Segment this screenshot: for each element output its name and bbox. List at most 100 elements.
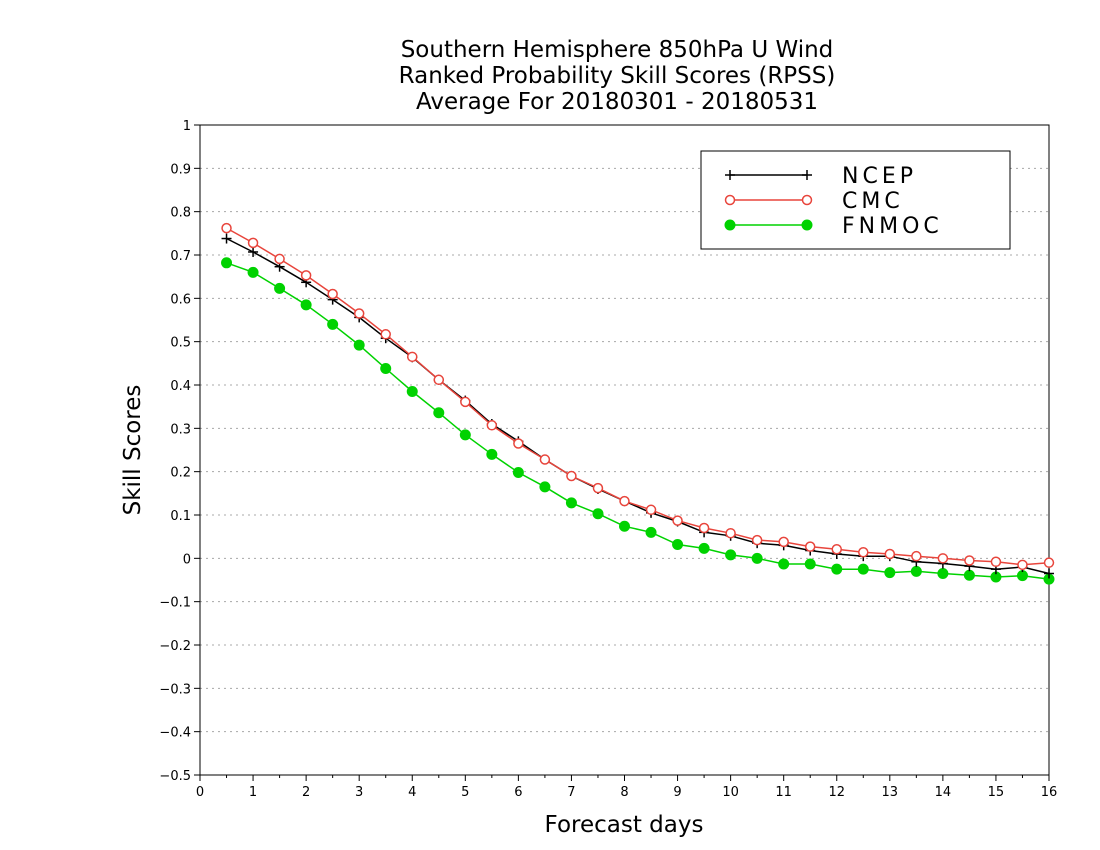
data-point-fnmoc <box>1016 570 1028 582</box>
series-cmc <box>221 222 1055 571</box>
x-tick-label: 0 <box>196 785 204 800</box>
y-tick-label: 0.5 <box>170 336 191 351</box>
legend-marker <box>724 219 736 231</box>
legend-label: FNMOC <box>842 214 943 239</box>
data-point-cmc <box>353 308 365 319</box>
data-point-fnmoc <box>910 565 922 577</box>
y-tick-label: 0.4 <box>170 379 191 394</box>
title-line-2: Ranked Probability Skill Scores (RPSS) <box>399 63 836 89</box>
data-point-fnmoc <box>512 467 524 479</box>
data-point-cmc <box>884 548 896 560</box>
data-point-cmc <box>221 222 232 234</box>
data-point-cmc <box>592 482 604 494</box>
data-point-fnmoc <box>672 538 684 550</box>
y-tick-label: 0 <box>183 552 191 567</box>
data-point-cmc <box>513 438 524 449</box>
data-point-cmc <box>380 329 391 340</box>
data-point-fnmoc <box>300 299 312 311</box>
data-point-cmc <box>831 543 842 555</box>
data-point-fnmoc <box>565 497 577 509</box>
x-axis-ticks: 0 1 2 3 4 5 6 7 8 9 10 11 12 13 14 15 16 <box>196 775 1057 800</box>
x-tick-label: 1 <box>249 785 257 800</box>
data-point-cmc <box>619 495 630 507</box>
data-point-fnmoc <box>804 558 816 570</box>
legend-marker <box>724 194 736 206</box>
y-tick-label: 0.3 <box>170 422 191 437</box>
data-point-cmc <box>300 270 312 281</box>
data-point-cmc <box>778 536 789 548</box>
x-tick-label: 16 <box>1041 785 1058 800</box>
legend-marker <box>801 194 813 206</box>
series-line-cmc <box>226 227 1050 566</box>
legend-marker <box>801 219 813 231</box>
legend-marker <box>725 170 735 180</box>
data-point-cmc <box>433 374 445 386</box>
series-fnmoc <box>221 257 1055 585</box>
data-point-fnmoc <box>963 569 975 581</box>
x-tick-label: 13 <box>882 785 899 800</box>
x-tick-label: 10 <box>722 785 739 800</box>
data-point-fnmoc <box>592 508 604 520</box>
data-point-cmc <box>247 237 259 249</box>
x-tick-label: 2 <box>302 785 310 800</box>
data-point-cmc <box>804 541 816 552</box>
data-point-cmc <box>566 470 577 482</box>
data-point-fnmoc <box>274 282 286 294</box>
data-point-cmc <box>672 515 683 526</box>
y-tick-label: −0.2 <box>159 639 191 654</box>
data-point-cmc <box>539 454 551 465</box>
y-tick-label: −0.1 <box>159 596 191 611</box>
chart-title: Southern Hemisphere 850hPa U Wind Ranked… <box>399 37 836 115</box>
data-point-fnmoc <box>937 568 949 579</box>
x-tick-label: 12 <box>828 785 845 800</box>
data-point-fnmoc <box>327 318 339 330</box>
x-tick-label: 9 <box>673 785 681 800</box>
y-axis-ticks: −0.5 −0.4 −0.3 −0.2 −0.1 0 0.1 0.2 0.3 0.4 0.5 0.6 0… <box>159 119 200 784</box>
y-tick-label: −0.5 <box>159 769 191 784</box>
x-tick-label: 11 <box>775 785 792 800</box>
data-point-ncep <box>248 246 259 257</box>
y-axis-label: Skill Scores <box>120 385 146 516</box>
legend-marker <box>802 170 812 180</box>
data-point-fnmoc <box>831 563 843 575</box>
data-point-cmc <box>645 504 657 516</box>
x-tick-label: 15 <box>988 785 1005 800</box>
data-point-cmc <box>1043 557 1055 568</box>
data-point-cmc <box>327 288 338 300</box>
data-point-fnmoc <box>539 481 551 493</box>
title-line-3: Average For 20180301 - 20180531 <box>416 89 818 115</box>
series-group <box>221 222 1055 585</box>
data-point-fnmoc <box>459 429 471 441</box>
title-line-1: Southern Hemisphere 850hPa U Wind <box>401 37 834 63</box>
data-point-cmc <box>460 396 471 408</box>
data-point-cmc <box>911 550 922 562</box>
legend-label: NCEP <box>842 164 917 189</box>
data-point-fnmoc <box>857 563 869 575</box>
data-point-fnmoc <box>247 266 259 278</box>
data-point-fnmoc <box>778 558 790 570</box>
y-tick-label: −0.4 <box>159 726 191 741</box>
data-point-cmc <box>407 351 418 363</box>
x-tick-label: 14 <box>935 785 952 800</box>
x-tick-label: 4 <box>408 785 416 800</box>
y-tick-label: 0.2 <box>170 466 191 481</box>
data-point-fnmoc <box>884 567 896 579</box>
y-tick-label: 0.9 <box>170 162 191 177</box>
data-point-cmc <box>486 420 498 431</box>
data-point-cmc <box>1017 559 1028 571</box>
data-point-cmc <box>937 553 949 564</box>
y-tick-label: 1 <box>183 119 191 134</box>
x-tick-label: 6 <box>514 785 522 800</box>
data-point-fnmoc <box>645 526 657 538</box>
data-point-fnmoc <box>406 386 418 397</box>
data-point-ncep <box>221 233 232 244</box>
data-point-ncep <box>1044 568 1054 579</box>
data-point-cmc <box>990 556 1002 568</box>
y-tick-label: 0.7 <box>170 249 191 264</box>
data-point-fnmoc <box>380 363 392 375</box>
data-point-fnmoc <box>221 257 233 269</box>
data-point-fnmoc <box>698 542 710 554</box>
data-point-fnmoc <box>751 552 763 564</box>
